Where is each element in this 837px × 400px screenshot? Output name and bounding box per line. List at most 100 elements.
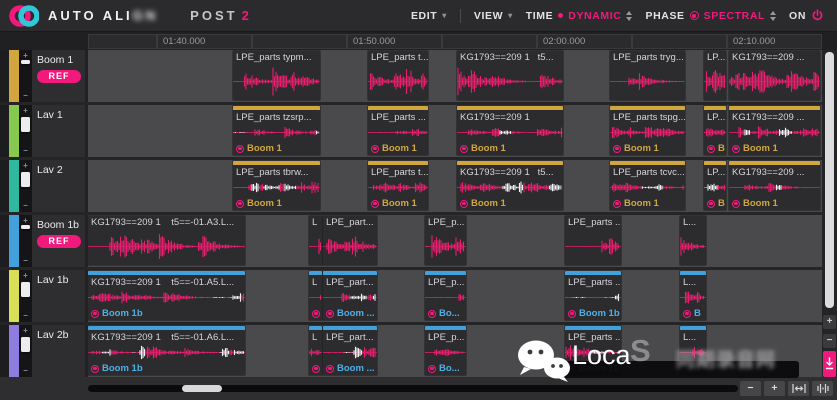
track-name: Lav 1b [37,274,69,286]
clip[interactable]: LP... B [704,106,726,155]
clip[interactable]: KG1793==209 1 t5... [457,51,563,100]
clip-link-band [565,326,621,330]
fader-minus-label: − [23,91,28,100]
clip[interactable]: LPE_parts tryg... [610,51,685,100]
clip-link-band [610,106,685,110]
clip[interactable]: KG1793==209 ... Boom 1 [729,106,820,155]
fader-handle[interactable] [21,282,30,297]
time-mode-selector[interactable]: TIME DYNAMIC [526,10,633,22]
clip[interactable]: LP... B [704,161,726,210]
clip[interactable]: LPE_part... Boom ... [323,326,377,375]
time-label: TIME [525,9,554,22]
clip-ref-link: Boom 1b [88,362,245,375]
ref-badge[interactable]: REF [37,235,81,248]
clip[interactable]: LPE_parts tzsrp... Boom 1 [233,106,320,155]
view-menu[interactable]: VIEW ▾ [474,10,513,22]
clip[interactable]: LPE_parts tbrw... Boom 1 [233,161,320,210]
clip[interactable]: LPE_p... Bo... [425,271,466,320]
clip[interactable]: KG1793==209 ... [729,51,820,100]
clip-ref-link: Boom 1b [88,307,245,320]
clip-label: L... [683,217,697,228]
clip-label: LP... [707,167,726,178]
pink-dot-icon [558,13,564,18]
clip[interactable]: LPE_parts ... Boom 1b [565,271,621,320]
clip[interactable]: LPE_parts typm... [233,51,320,100]
vertical-scrollbar-thumb[interactable] [825,52,834,308]
clip[interactable]: L... B [680,271,706,320]
ref-badge[interactable]: REF [37,70,81,83]
phase-mode-selector[interactable]: PHASE SPECTRAL [645,10,777,22]
clip[interactable]: KG1793==209 1 t5==-01.A6.L... Boom 1b [88,326,245,375]
menu-divider [459,8,461,23]
clip-waveform [233,63,320,100]
clip[interactable]: KG1793==209 1 Boom 1 [457,106,563,155]
edit-menu[interactable]: EDIT ▾ [411,10,447,22]
clip-waveform [704,178,726,197]
timeline-ruler[interactable]: 01:40.000 01:50.000 02:00.000 02:10.000 [0,32,837,50]
fader-handle[interactable] [21,337,30,352]
on-label: ON [789,9,806,22]
clip-ref-name: Bo... [439,308,460,319]
clip[interactable]: LPE_p... Bo... [425,326,466,375]
vertical-scrollbar[interactable]: + − [822,50,837,377]
vertical-zoom-out-button[interactable]: − [823,334,836,348]
clip-link-band [368,161,428,165]
on-toggle[interactable]: ON [789,9,824,22]
track-fader[interactable]: + − [19,160,32,212]
clip-waveform [88,228,245,265]
clip-link-band [610,161,685,165]
ref-dot-icon [568,309,576,318]
clip[interactable]: LPE_parts tspg... Boom 1 [610,106,685,155]
track-name: Lav 2b [37,329,69,341]
track-header: Lav 2b [32,325,88,377]
clip[interactable]: L [309,216,322,265]
clip[interactable]: KG1793==209 1 t5... Boom 1 [457,161,563,210]
ref-dot-icon [460,144,468,153]
horizontal-scrollbar[interactable] [88,385,738,392]
track-name: Lav 1 [37,109,63,121]
watermark-ghost-letter: S [630,333,651,368]
hzoom-out-button[interactable]: − [740,381,761,396]
clip[interactable]: KG1793==209 1 t5==-01.A5.L... Boom 1b [88,271,245,320]
clip[interactable]: KG1793==209 1 t5==-01.A3.L... [88,216,245,265]
track-fader[interactable]: + − [19,105,32,157]
clip-ref-name: Boom ... [337,308,375,319]
clip-ref-link: Boom 1 [233,142,320,155]
clip[interactable]: LPE_part... [323,216,377,265]
clip[interactable]: LPE_parts ... Boom 1 [368,106,428,155]
fit-width-button[interactable] [788,381,809,396]
scroll-to-bottom-button[interactable] [823,351,836,377]
clip[interactable]: LPE_parts t... [368,51,428,100]
track-fader[interactable]: + − [19,270,32,322]
clip[interactable]: KG1793==209 ... Boom 1 [729,161,820,210]
clip[interactable]: LPE_parts tcvc... Boom 1 [610,161,685,210]
fader-handle[interactable] [21,60,30,64]
clip[interactable]: LPE_parts t... Boom 1 [368,161,428,210]
clip[interactable]: LP... [704,51,726,100]
fader-handle[interactable] [21,117,30,132]
clip[interactable]: LPE_p... [425,216,466,265]
clip[interactable]: L [309,271,322,320]
clip[interactable]: L... [680,216,706,265]
horizontal-scrollbar-thumb[interactable] [182,385,222,392]
track-edge [0,325,9,377]
view-menu-label: VIEW [473,9,504,22]
clip[interactable]: LPE_part... Boom ... [323,271,377,320]
fader-handle[interactable] [21,225,30,229]
fader-handle[interactable] [21,172,30,187]
clip-link-band [88,326,245,330]
ruler-cell [632,34,727,49]
track-fader[interactable]: + − [19,50,32,102]
clip-label: KG1793==209 ... [732,52,805,63]
vertical-zoom-in-button[interactable]: + [823,315,836,329]
track-fader[interactable]: + − [19,215,32,267]
track-fader[interactable]: + − [19,325,32,377]
clip-ref-link: B [704,142,726,155]
clip[interactable]: LPE_parts ... [565,216,621,265]
fader-plus-label: + [23,161,28,170]
clip[interactable]: L [309,326,322,375]
clip-label: LPE_parts t... [371,52,428,63]
waveform-zoom-button[interactable] [812,381,833,396]
hzoom-in-button[interactable]: + [764,381,785,396]
clip-ref-link: Boom 1 [610,197,685,210]
